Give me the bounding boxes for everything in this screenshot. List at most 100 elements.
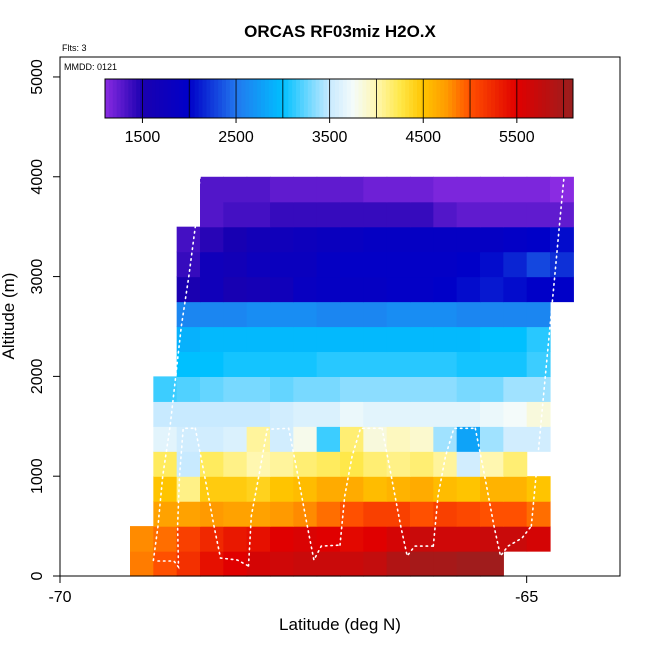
heatmap-cell	[433, 251, 458, 278]
heatmap-cell	[270, 551, 294, 577]
colorbar-segment	[463, 79, 469, 118]
colorbar-segment	[136, 79, 141, 118]
colorbar-segment	[401, 79, 406, 118]
heatmap-cell	[223, 301, 248, 328]
colorbar-segment	[565, 79, 570, 118]
heatmap-cell	[293, 201, 318, 228]
colorbar-segment	[393, 79, 398, 118]
heatmap-cell	[293, 551, 318, 577]
x-axis-label: Latitude (deg N)	[279, 615, 401, 634]
colorbar-segment	[502, 79, 508, 118]
colorbar-segment	[272, 79, 278, 118]
heatmap-cell	[246, 176, 271, 203]
colorbar-segment	[268, 79, 274, 118]
heatmap-cell	[503, 451, 528, 477]
heatmap-cell	[503, 351, 528, 377]
heatmap-cell	[176, 326, 201, 353]
heatmap-cell	[316, 276, 341, 303]
heatmap-cell	[340, 476, 364, 502]
heatmap-cell	[153, 426, 178, 452]
heatmap-cell	[293, 476, 318, 502]
heatmap-cell	[456, 276, 481, 303]
heatmap-cell	[503, 476, 528, 502]
colorbar-segment	[144, 79, 149, 118]
colorbar-segment	[518, 79, 523, 118]
colorbar-segment	[549, 79, 554, 118]
heatmap-cell	[456, 526, 481, 552]
heatmap-cell	[153, 526, 178, 552]
heatmap-cell	[503, 401, 528, 427]
heatmap-cell	[526, 251, 551, 278]
heatmap-cell	[246, 401, 271, 427]
colorbar-segment	[155, 79, 161, 118]
heatmap-cell	[200, 351, 224, 377]
flight-profile-line	[152, 176, 201, 562]
colorbar-segment	[167, 79, 172, 118]
colorbar-segment	[284, 79, 289, 118]
colorbar-segment	[424, 79, 430, 118]
colorbar-segment	[569, 79, 574, 118]
colorbar-tick-label: 3500	[312, 129, 348, 146]
heatmap-cell	[456, 376, 481, 402]
heatmap-cell	[410, 251, 434, 278]
heatmap-cell	[223, 451, 248, 477]
heatmap-cell	[340, 276, 364, 303]
colorbar-segment	[346, 79, 352, 118]
heatmap-cell	[363, 526, 388, 552]
heatmap-cell	[246, 501, 271, 527]
heatmap-cell	[200, 451, 224, 477]
heatmap-cell	[223, 226, 248, 253]
heatmap-cell	[316, 451, 341, 477]
colorbar-segment	[342, 79, 348, 118]
colorbar-segment	[366, 79, 371, 118]
heatmap-cell	[410, 551, 434, 577]
heatmap-cell	[340, 426, 364, 452]
colorbar-segment	[183, 79, 188, 118]
heatmap-cell	[410, 201, 434, 228]
heatmap-cell	[246, 351, 271, 377]
heatmap-cell	[270, 201, 294, 228]
heatmap-cell	[176, 476, 201, 502]
heatmap-cell	[526, 376, 551, 402]
heatmap-cell	[386, 451, 411, 477]
heatmap-cell	[293, 326, 318, 353]
heatmap-cell	[270, 226, 294, 253]
heatmap-cell	[293, 401, 318, 427]
colorbar-segment	[237, 79, 242, 118]
heatmap-cell	[246, 251, 271, 278]
heatmap-cell	[386, 301, 411, 328]
colorbar-segment	[495, 79, 500, 118]
colorbar-segment	[108, 79, 114, 118]
colorbar-segment	[506, 79, 512, 118]
heatmap-cell	[153, 476, 178, 502]
heatmap-cell	[480, 401, 504, 427]
colorbar-segment	[124, 79, 129, 118]
heatmap-cell	[223, 326, 248, 353]
heatmap-cell	[176, 526, 201, 552]
heatmap-cell	[410, 376, 434, 402]
heatmap-cell	[270, 176, 294, 203]
heatmap-cell	[526, 401, 551, 427]
heatmap-cell	[410, 326, 434, 353]
heatmap-cell	[340, 201, 364, 228]
x-axis: -70 -65	[48, 576, 538, 606]
heatmap-cell	[200, 276, 224, 303]
colorbar-segment	[378, 79, 383, 118]
heatmap-cell	[270, 526, 294, 552]
heatmap-cell	[200, 501, 224, 527]
colorbar-segment	[444, 79, 449, 118]
heatmap-cell	[363, 426, 388, 452]
colorbar-segment	[541, 79, 547, 118]
heatmap-cell	[456, 501, 481, 527]
heatmap-cell	[550, 226, 574, 253]
heatmap-cell	[433, 551, 458, 577]
heatmap-cell	[293, 276, 318, 303]
colorbar-segment	[350, 79, 356, 118]
heatmap-cell	[293, 526, 318, 552]
heatmap-cell	[480, 451, 504, 477]
heatmap-cell	[363, 201, 388, 228]
heatmap-cell	[316, 251, 341, 278]
heatmap-cell	[503, 276, 528, 303]
heatmap-cell	[410, 351, 434, 377]
colorbar-segment	[545, 79, 551, 118]
